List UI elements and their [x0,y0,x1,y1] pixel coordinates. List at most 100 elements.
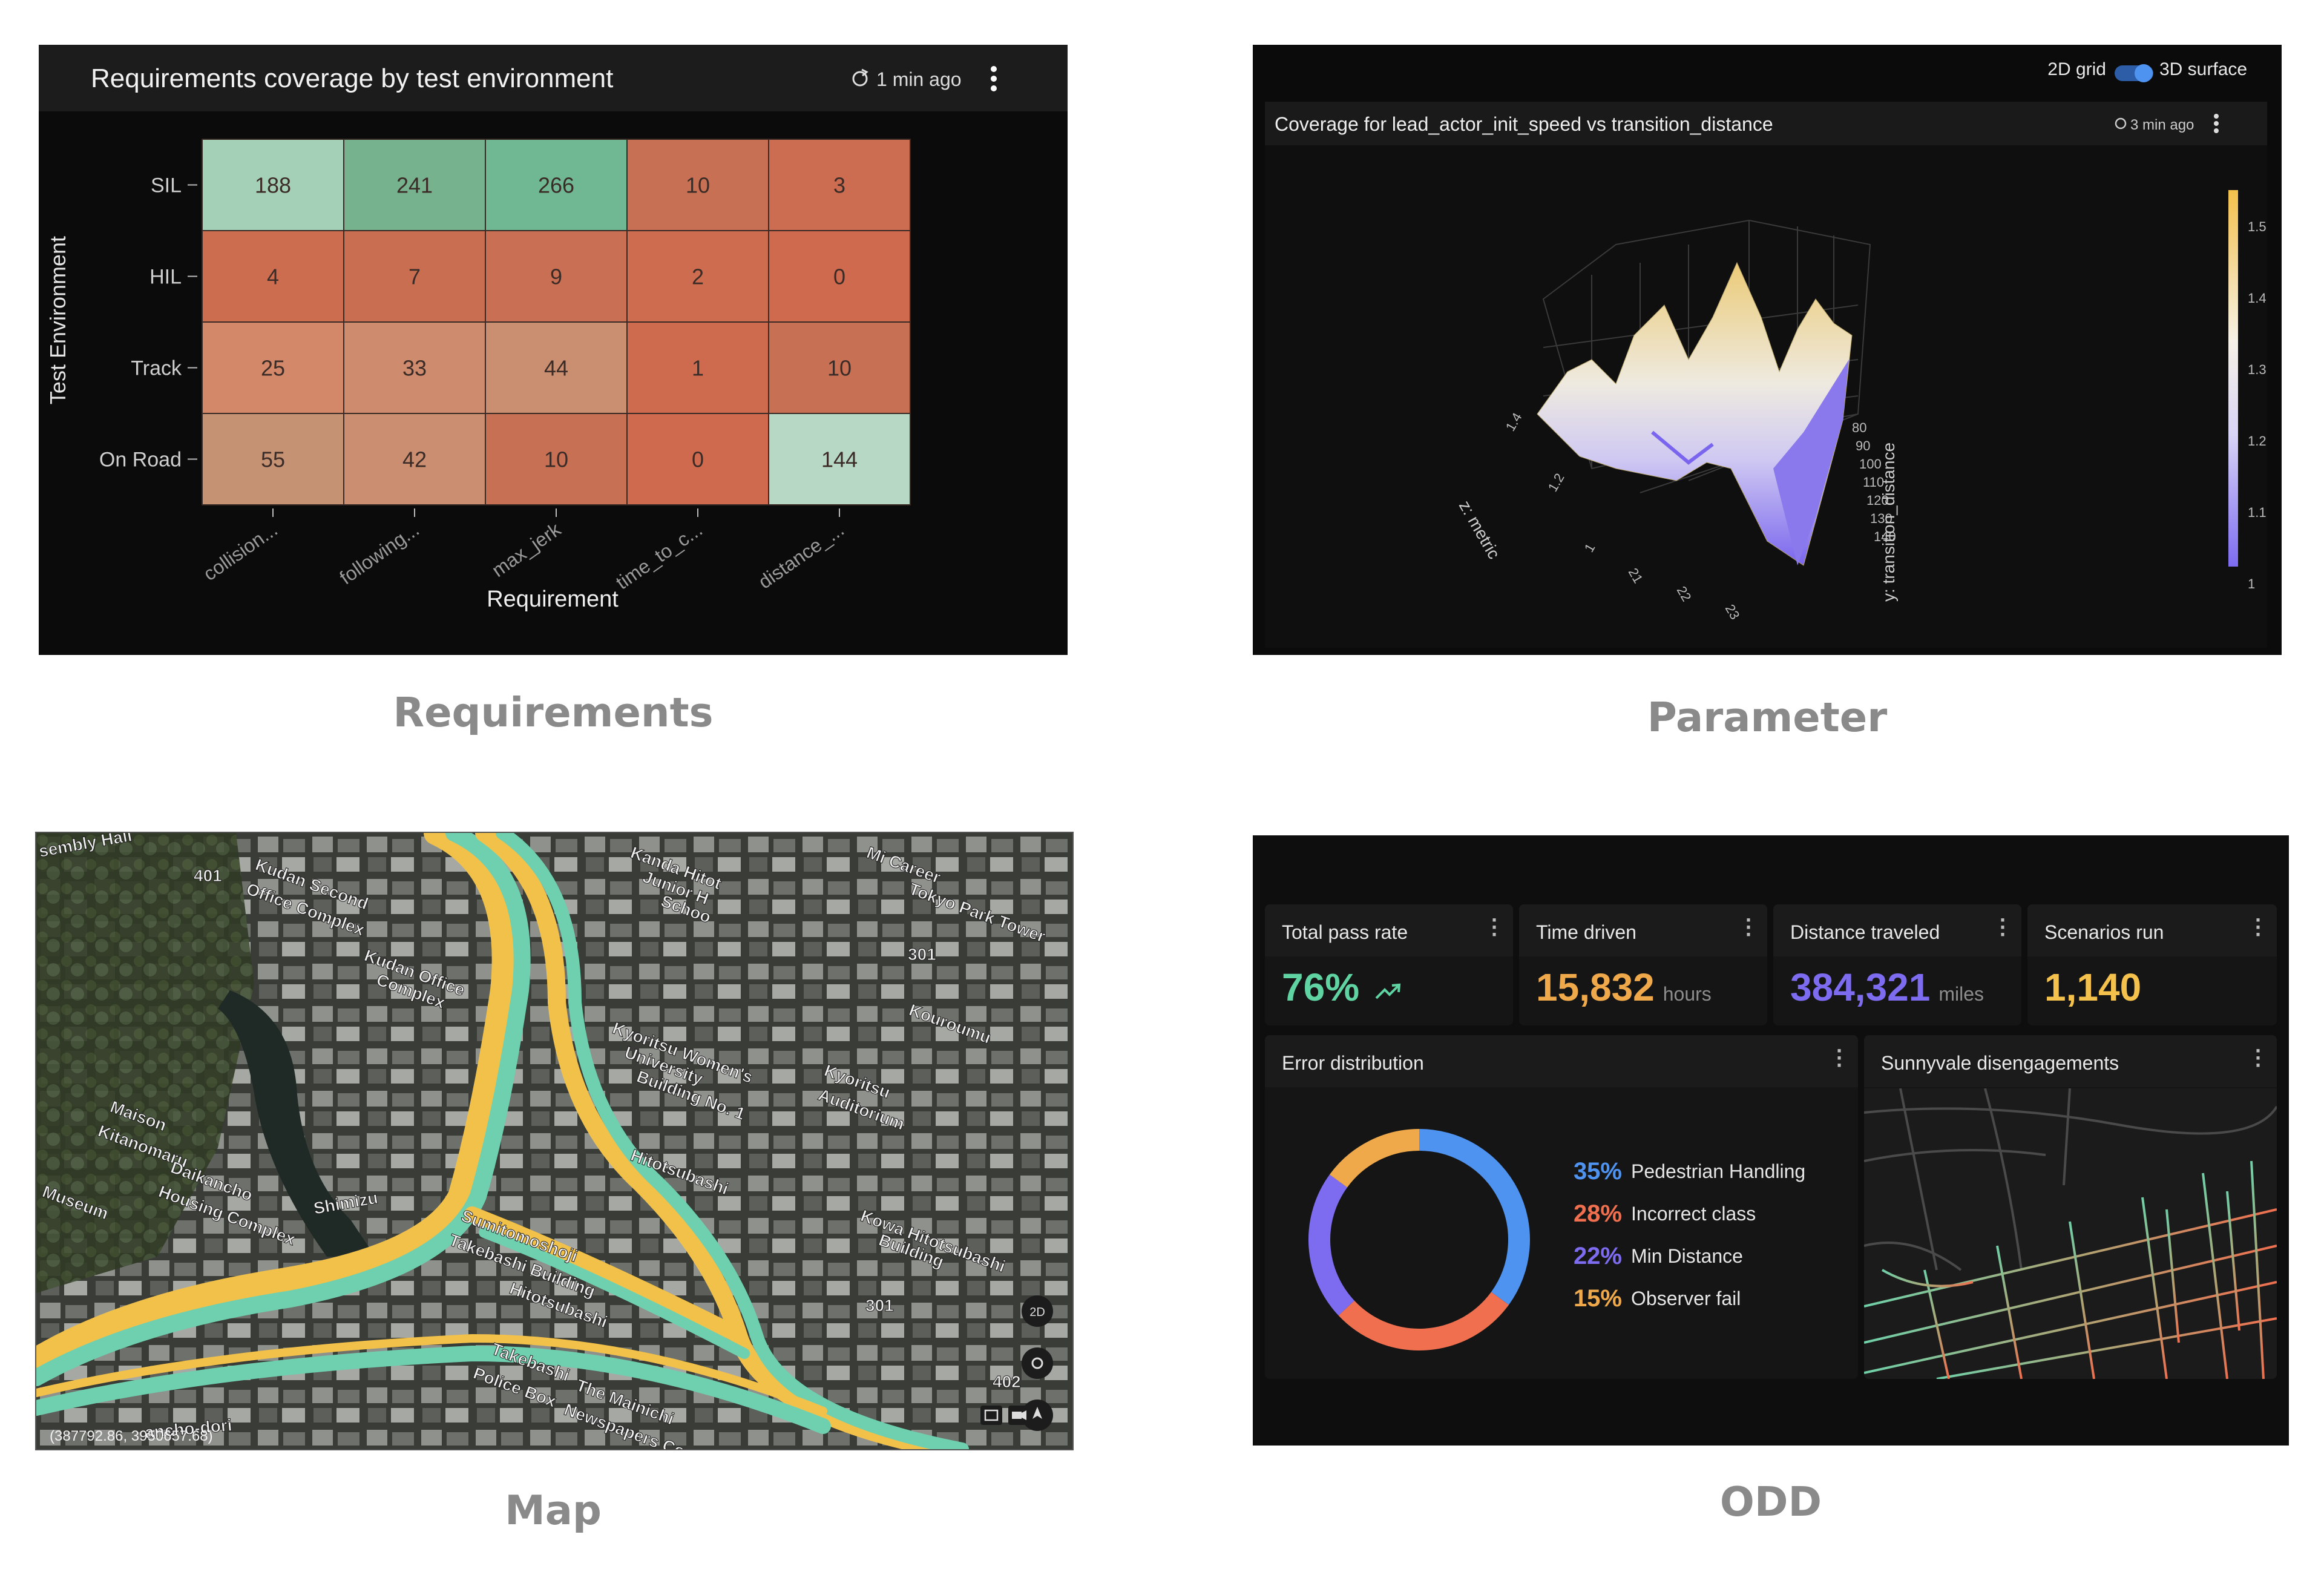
image-button[interactable] [980,1406,1002,1425]
heatmap-row-label: Track [131,357,182,380]
requirements-header-bar [39,45,1068,111]
heatmap-cell[interactable] [202,413,344,505]
map-coordinates: (387792.86, 3950657.68) [50,1428,213,1444]
toggle-3d-label: 3D surface [2159,59,2247,79]
heatmap-cell[interactable] [768,230,911,323]
kpi-menu-icon[interactable]: · · · [1745,907,1753,947]
sunnyvale-menu-icon[interactable]: · · · [2255,1038,2262,1077]
colorbar-tick-label: 1 [2248,576,2255,591]
heatmap-cell-value: 3 [833,173,845,198]
y-tick-label: 130 [1870,511,1892,526]
heatmap-cell-value: 144 [821,447,858,472]
heatmap-cell[interactable] [485,321,628,414]
colorbar-tick-label: 1.4 [2248,291,2267,306]
parameter-title: Coverage for lead_actor_init_speed vs tr… [1275,113,1773,135]
camera-icon-lens [1022,1410,1026,1420]
kpi-value-text: 384,321 [1790,965,1931,1009]
requirements-title: Requirements coverage by test environmen… [91,64,613,93]
kpi-menu-icon[interactable]: · · · [2000,907,2007,947]
colorbar-tick-label: 1.1 [2248,505,2267,520]
kpi-head [1773,904,2021,956]
donut-slice[interactable] [1329,1129,1420,1188]
kpi-value: 1,140 [2044,965,2141,1010]
heatmap-cell[interactable] [768,413,911,505]
surface-face-low [1773,360,1849,565]
heatmap-cell[interactable] [485,413,628,505]
street-grid-gray [1864,1088,2277,1271]
map-place-label: 401 [194,866,222,885]
map-panel[interactable]: sembly Hall Kudan Second Office Complex Kud… [35,832,1074,1450]
donut-slice[interactable] [1308,1174,1355,1316]
compass-icon [1032,1407,1042,1419]
kpi-value-text: 1,140 [2044,965,2142,1009]
donut-slice[interactable] [1419,1129,1530,1305]
trend-up-icon [1375,983,1401,999]
heatmap-cell-value: 0 [692,447,704,472]
requirements-xlabel: Requirement [487,587,619,612]
heatmap-cell[interactable] [768,139,911,231]
legend-label: Min Distance [1631,1245,1743,1267]
heatmap-cell[interactable] [626,321,769,414]
error-donut-chart: 35% Pedestrian Handling 28% Incorrect class… [1308,1129,1805,1350]
requirements-heatmap: Requirements coverage by test environmen… [39,45,1068,612]
y-tick-label: 110 [1863,475,1884,490]
heatmap-col-label: distance_... [754,518,848,593]
kpi-label: Total pass rate [1282,921,1408,943]
y-tick-label: 90 [1856,438,1870,453]
toggle-2d-label: 2D grid [2047,59,2106,79]
map-2d-button[interactable] [1022,1295,1053,1327]
heatmap-cell[interactable] [202,139,344,231]
heatmap-cell[interactable] [485,230,628,323]
kpi-head [2027,904,2277,956]
kpi-value-text: 15,832 [1536,965,1655,1009]
donut-slice[interactable] [1338,1292,1509,1350]
y-tick-label: 100 [1859,456,1882,472]
requirements-menu-icon[interactable] [991,66,997,91]
view-toggle-switch[interactable] [2115,64,2153,82]
heatmap-col-label: collision... [199,518,281,585]
heatmap-cell[interactable] [343,230,486,323]
heatmap-cell-value: 4 [267,265,279,289]
card-head [1864,1035,2277,1087]
heatmap-cell-value: 25 [261,356,285,381]
kpi-head [1519,904,1767,956]
map-place-label: 301 [865,1296,894,1315]
disengagement-map[interactable] [1864,1088,2277,1379]
kpi-value-text: 76% [1282,965,1360,1009]
refresh-icon[interactable] [2115,117,2127,130]
heatmap-cell-value: 241 [396,173,433,198]
error-menu-icon[interactable]: · · · [1836,1038,1843,1077]
y-tick-label: 80 [1852,420,1866,435]
heatmap-cell-value: 1 [692,356,704,381]
map-controls[interactable]: 2D [980,1295,1053,1431]
street-grid-colored [1864,1160,2277,1379]
refresh-icon[interactable] [852,68,868,87]
locate-icon [1031,1357,1043,1369]
kpi-unit: miles [1938,983,1984,1005]
heatmap-cell-value: 10 [544,447,568,472]
heatmap-cell[interactable] [626,413,769,505]
sunnyvale-card: Sunnyvale disengagements · · · [1864,1035,2277,1379]
kpi-card-distance: Distance traveled · · · 384,321 miles [1773,904,2021,1025]
heatmap-col-label: time_to_c... [612,518,706,593]
parameter-menu-icon[interactable] [2214,114,2219,133]
locate-button[interactable] [1022,1347,1053,1379]
kpi-label: Time driven [1536,921,1636,943]
heatmap-row-label: On Road [99,449,182,472]
y-axis-label: y: transition_distance [1879,442,1898,602]
kpi-menu-icon[interactable]: · · · [1491,907,1498,947]
requirements-refresh-text: 1 min ago [876,68,962,90]
heatmap-cell[interactable] [343,413,486,505]
legend-label: Pedestrian Handling [1631,1160,1805,1182]
kpi-menu-icon[interactable]: · · · [2255,907,2262,947]
heatmap-cell[interactable] [626,230,769,323]
heatmap-cell[interactable] [202,321,344,414]
heatmap-col-label: max_jerk [488,518,565,582]
highway-routes [36,833,969,1449]
heatmap-cell[interactable] [343,321,486,414]
camera-icon [1012,1412,1022,1419]
heatmap-cell-value: 9 [550,265,562,289]
surface-mesh [1537,262,1853,566]
heatmap-cell-value: 266 [538,173,574,198]
